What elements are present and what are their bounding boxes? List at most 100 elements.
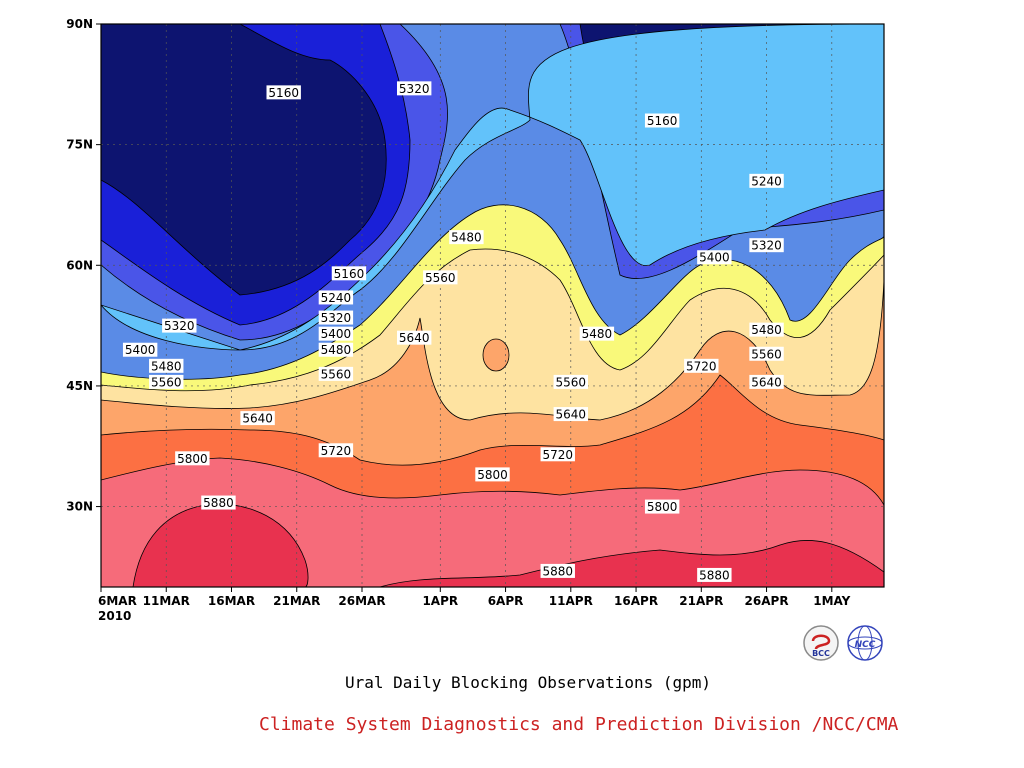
contour-label-bg [697,567,732,582]
bcc-logo-text: BCC [812,649,830,658]
x-tick-label: 6APR [488,594,524,608]
contour-label: 5560 [149,374,184,389]
contour-label: 5560 [749,346,784,361]
contour-label-bg [697,250,732,265]
contour-label-bg [749,322,784,337]
contour-label-text: 5560 [425,271,456,285]
contour-label: 5480 [749,322,784,337]
x-tick-label: 26APR [745,594,789,608]
contour-label-text: 5560 [321,367,352,381]
contour-label: 5480 [149,358,184,373]
x-tick-label: 21MAR [273,594,320,608]
contour-label-bg [553,374,588,389]
contour-label: 5400 [122,342,158,357]
contour-label-text: 5720 [542,448,573,462]
y-tick-label: 90N [66,17,93,31]
contour-label: 5160 [266,85,301,100]
contour-label: 5560 [423,270,458,285]
contour-label-bg [449,230,484,245]
contour-label: 5800 [175,451,210,466]
contour-label-text: 5480 [751,323,782,337]
x-tick-label: 26MAR [338,594,385,608]
contour-label-text: 5560 [751,347,782,361]
contour-label-text: 5160 [268,86,299,100]
contour-label-text: 5400 [321,327,352,341]
contour-label: 5640 [397,330,432,345]
contour-label-bg [397,330,432,345]
contour-label-bg [397,81,432,96]
contour-label: 5320 [749,238,784,253]
contour-label: 5320 [162,318,197,333]
contour-label: 5320 [397,81,432,96]
contour-label-text: 5880 [542,564,573,578]
contour-label: 5240 [318,290,354,305]
contour-label: 5320 [318,310,354,325]
contour-label-text: 5800 [647,500,678,514]
contour-label-bg [684,358,719,373]
contour-label: 5480 [318,342,354,357]
contour-label-bg [175,451,210,466]
contour-label-text: 5560 [556,375,587,389]
contour-label-text: 5640 [242,412,273,426]
contour-label: 5640 [553,407,588,422]
contour-label: 5240 [749,173,784,188]
contour-label-bg [162,318,197,333]
y-tick-label: 60N [66,258,93,272]
contour-label-bg [644,113,680,128]
fill-above-5880-east [379,540,884,587]
contour-label: 5560 [318,366,354,381]
contour-label-bg [318,310,354,325]
contour-label-text: 5480 [582,327,613,341]
contour-label: 5400 [697,250,732,265]
x-tick-label: 1MAY [813,594,850,608]
contour-label: 5480 [449,230,484,245]
contour-label-text: 5880 [699,568,730,582]
contour-label-bg [423,270,458,285]
x-tick-label: 16MAR [208,594,255,608]
y-tick-label: 30N [66,500,93,514]
hovmoller-chart: 6MAR 11MAR 16MAR 21MAR 26MAR 1APR 6APR 11APR 16A… [66,17,885,623]
contour-label-bg [149,374,184,389]
contour-label-text: 5160 [647,114,678,128]
x-tick-label: 11APR [549,594,593,608]
contour-label-text: 5720 [686,359,717,373]
contour-label: 5880 [540,563,575,578]
x-tick-label: 21APR [679,594,723,608]
contour-label-bg [749,173,784,188]
plot-frame [100,23,885,588]
contour-label: 5640 [240,411,275,426]
chart-title: Ural Daily Blocking Observations (gpm) [345,673,712,692]
contour-label: 5400 [318,326,354,341]
contour-label: 5800 [475,467,510,482]
contour-label-bg [553,407,588,422]
ncc-logo-text: NCC [855,640,876,650]
contour-labels: 5160 5320 5160 5240 5480 5320 5400 5560 5160 5240… [122,81,784,582]
credit-line: Climate System Diagnostics and Predictio… [259,714,899,735]
contour-label-text: 5480 [451,231,482,245]
contour-label: 5880 [201,495,236,510]
contour-label-text: 5400 [699,251,730,265]
contour-label-bg [644,499,680,514]
contour-label-text: 5320 [399,82,430,96]
contour-label-bg [540,447,575,462]
contour-label-bg [331,266,367,281]
contour-label: 5800 [644,499,680,514]
contour-label-bg [240,411,275,426]
y-tick-label: 75N [66,138,93,152]
contour-label: 5720 [684,358,719,373]
x-tick-label: 1APR [422,594,458,608]
contour-label-bg [149,358,184,373]
contour-label-text: 5880 [203,496,234,510]
contour-label: 5160 [644,113,680,128]
contour-label: 5480 [579,326,615,341]
contour-label-bg [318,326,354,341]
contour-label-bg [318,443,354,458]
contour-label-bg [749,346,784,361]
contour-label-text: 5320 [321,311,352,325]
contour-label: 5720 [540,447,575,462]
contour-label-bg [318,342,354,357]
x-tick-label: 6MAR [98,594,137,608]
ncc-logo: NCC [847,625,883,661]
contour-label: 5560 [553,374,588,389]
contour-label-text: 5320 [751,239,782,253]
